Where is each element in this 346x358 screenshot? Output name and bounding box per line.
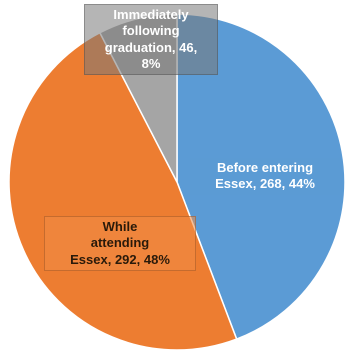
slice-label-before-entering: Before entering Essex, 268, 44% [190, 158, 340, 195]
slice-before-entering [176, 13, 346, 341]
slice-label-following-graduation: Immediately following graduation, 46, 8% [84, 4, 218, 75]
slice-label-while-attending: While attending Essex, 292, 48% [44, 216, 196, 271]
